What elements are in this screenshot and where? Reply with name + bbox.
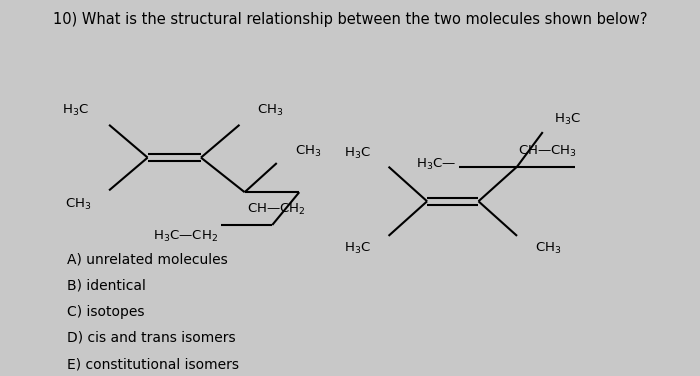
Text: H$_3$C: H$_3$C — [344, 146, 370, 161]
Text: CH$_3$: CH$_3$ — [535, 241, 561, 256]
Text: H$_3$C—: H$_3$C— — [416, 157, 456, 173]
Text: H$_3$C—CH$_2$: H$_3$C—CH$_2$ — [153, 229, 218, 244]
Text: CH—CH$_3$: CH—CH$_3$ — [518, 144, 578, 159]
Text: H$_3$C: H$_3$C — [62, 103, 88, 118]
Text: CH—CH$_2$: CH—CH$_2$ — [246, 202, 305, 217]
Text: B) identical: B) identical — [67, 279, 146, 293]
Text: C) isotopes: C) isotopes — [67, 305, 145, 319]
Text: D) cis and trans isomers: D) cis and trans isomers — [67, 331, 236, 345]
Text: H$_3$C: H$_3$C — [344, 241, 370, 256]
Text: H$_3$C: H$_3$C — [554, 112, 581, 127]
Text: CH$_3$: CH$_3$ — [64, 197, 91, 212]
Text: E) constitutional isomers: E) constitutional isomers — [67, 357, 239, 371]
Text: A) unrelated molecules: A) unrelated molecules — [67, 252, 228, 266]
Text: CH$_3$: CH$_3$ — [258, 103, 284, 118]
Text: 10) What is the structural relationship between the two molecules shown below?: 10) What is the structural relationship … — [52, 12, 648, 27]
Text: CH$_3$: CH$_3$ — [295, 144, 321, 159]
